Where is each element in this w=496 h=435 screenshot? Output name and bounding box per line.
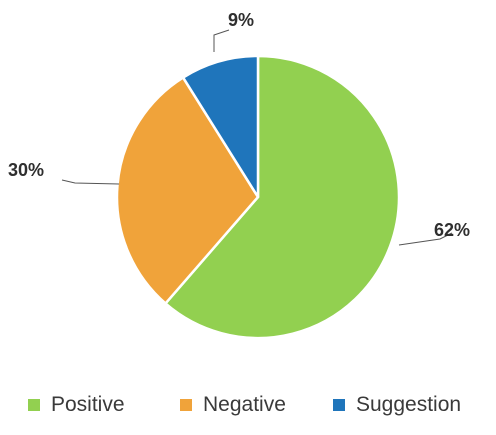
data-label-negative: 30% xyxy=(8,160,44,180)
legend-item-positive: Positive xyxy=(28,393,125,416)
leader-line-positive xyxy=(398,232,453,246)
pie-slice-positive xyxy=(164,54,401,340)
legend-item-negative: Negative xyxy=(180,393,286,416)
pie-slice-negative xyxy=(115,76,260,305)
legend-swatch-suggestion xyxy=(333,399,345,411)
leader-line-suggestion xyxy=(213,29,230,52)
legend-label-suggestion: Suggestion xyxy=(356,393,461,416)
pie-slice-suggestion xyxy=(181,54,260,199)
legend-swatch-positive xyxy=(28,399,40,411)
legend-label-positive: Positive xyxy=(51,393,125,416)
leader-line-negative xyxy=(61,179,120,185)
legend: Positive Negative Suggestion xyxy=(28,393,461,416)
data-label-positive: 62% xyxy=(434,220,470,240)
data-label-suggestion: 9% xyxy=(228,10,254,30)
data-labels: 62% 30% 9% xyxy=(8,10,470,240)
legend-label-negative: Negative xyxy=(203,393,286,416)
legend-swatch-negative xyxy=(180,399,192,411)
legend-item-suggestion: Suggestion xyxy=(333,393,461,416)
leader-lines xyxy=(61,29,453,246)
pie-slices xyxy=(115,54,401,340)
